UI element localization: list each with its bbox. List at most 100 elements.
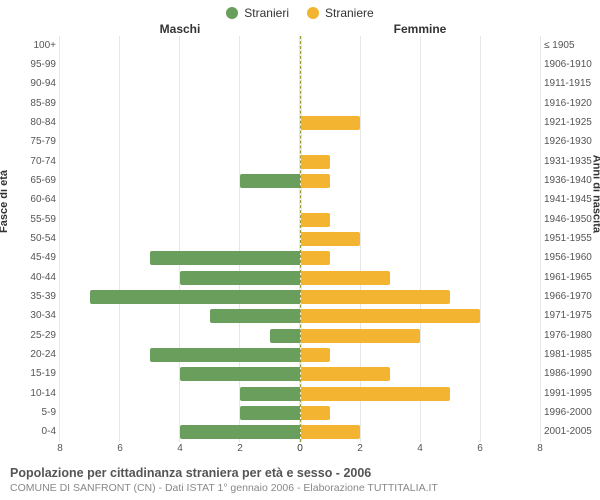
birth-label: 1916-1920 bbox=[544, 94, 592, 113]
chart-subtitle: COMUNE DI SANFRONT (CN) - Dati ISTAT 1° … bbox=[10, 482, 590, 494]
age-label: 35-39 bbox=[30, 287, 56, 306]
age-label: 10-14 bbox=[30, 384, 56, 403]
bar-male bbox=[240, 174, 300, 188]
legend-label-female: Straniere bbox=[325, 6, 374, 20]
birth-label: 1921-1925 bbox=[544, 113, 592, 132]
birth-label: 1926-1930 bbox=[544, 133, 592, 152]
birth-label: 1906-1910 bbox=[544, 55, 592, 74]
birth-label: 1996-2000 bbox=[544, 403, 592, 422]
x-tick: 6 bbox=[117, 443, 123, 454]
age-label: 30-34 bbox=[30, 307, 56, 326]
bar-female bbox=[301, 309, 481, 323]
age-label: 80-84 bbox=[30, 113, 56, 132]
x-ticks-left: 0 2 4 6 8 bbox=[60, 442, 300, 464]
bar-male bbox=[270, 329, 300, 343]
y-axis-age: 100+95-9990-9485-8980-8475-7970-7465-696… bbox=[6, 36, 60, 442]
y-axis-title-left: Fasce di età bbox=[0, 170, 10, 233]
birth-label: 1956-1960 bbox=[544, 249, 592, 268]
bar-female bbox=[301, 367, 391, 381]
x-tick: 2 bbox=[357, 443, 363, 454]
age-label: 100+ bbox=[33, 36, 56, 55]
age-label: 60-64 bbox=[30, 191, 56, 210]
bar-female bbox=[301, 155, 331, 169]
bar-female bbox=[301, 425, 361, 439]
plot-area: Fasce di età Anni di nascita 100+95-9990… bbox=[0, 36, 600, 442]
caption: Popolazione per cittadinanza straniera p… bbox=[0, 464, 600, 500]
bar-male bbox=[240, 387, 300, 401]
legend-label-male: Stranieri bbox=[244, 6, 289, 20]
x-tick: 4 bbox=[417, 443, 423, 454]
header-male: Maschi bbox=[60, 22, 300, 36]
bar-female bbox=[301, 406, 331, 420]
bar-male bbox=[150, 348, 300, 362]
birth-label: 1976-1980 bbox=[544, 326, 592, 345]
birth-label: 1941-1945 bbox=[544, 191, 592, 210]
age-label: 20-24 bbox=[30, 345, 56, 364]
bar-male bbox=[210, 309, 300, 323]
age-label: 5-9 bbox=[42, 403, 56, 422]
bar-male bbox=[240, 406, 300, 420]
bar-female bbox=[301, 251, 331, 265]
bar-female bbox=[301, 387, 451, 401]
legend-swatch-female bbox=[307, 7, 319, 19]
birth-label: 2001-2005 bbox=[544, 423, 592, 442]
bar-female bbox=[301, 174, 331, 188]
bar-female bbox=[301, 232, 361, 246]
birth-label: 1991-1995 bbox=[544, 384, 592, 403]
birth-label: 1911-1915 bbox=[544, 75, 591, 94]
legend: Stranieri Straniere bbox=[0, 0, 600, 22]
bar-male bbox=[180, 367, 300, 381]
age-label: 45-49 bbox=[30, 249, 56, 268]
y-axis-birth: ≤ 19051906-19101911-19151916-19201921-19… bbox=[540, 36, 594, 442]
population-pyramid-chart: Stranieri Straniere Maschi Femmine Fasce… bbox=[0, 0, 600, 500]
age-label: 95-99 bbox=[30, 55, 56, 74]
bar-female bbox=[301, 271, 391, 285]
x-tick: 4 bbox=[177, 443, 183, 454]
bar-female bbox=[301, 329, 421, 343]
header-female: Femmine bbox=[300, 22, 540, 36]
bar-female bbox=[301, 116, 361, 130]
x-tick: 6 bbox=[477, 443, 483, 454]
bars-female-half bbox=[301, 36, 541, 442]
chart-title: Popolazione per cittadinanza straniera p… bbox=[10, 466, 590, 480]
y-axis-title-right: Anni di nascita bbox=[590, 155, 600, 233]
birth-label: 1931-1935 bbox=[544, 152, 592, 171]
column-headers: Maschi Femmine bbox=[0, 22, 600, 36]
legend-item-female: Straniere bbox=[307, 6, 374, 20]
birth-label: 1986-1990 bbox=[544, 365, 592, 384]
bar-female bbox=[301, 290, 451, 304]
plot bbox=[60, 36, 540, 442]
birth-label: 1961-1965 bbox=[544, 268, 592, 287]
legend-item-male: Stranieri bbox=[226, 6, 289, 20]
age-label: 40-44 bbox=[30, 268, 56, 287]
birth-label: 1971-1975 bbox=[544, 307, 592, 326]
bar-male bbox=[180, 425, 300, 439]
birth-label: 1981-1985 bbox=[544, 345, 592, 364]
birth-label: 1951-1955 bbox=[544, 229, 592, 248]
bar-male bbox=[90, 290, 300, 304]
x-tick: 2 bbox=[237, 443, 243, 454]
legend-swatch-male bbox=[226, 7, 238, 19]
age-label: 65-69 bbox=[30, 171, 56, 190]
birth-label: 1966-1970 bbox=[544, 287, 592, 306]
x-tick: 0 bbox=[297, 443, 303, 454]
age-label: 0-4 bbox=[42, 423, 56, 442]
age-label: 50-54 bbox=[30, 229, 56, 248]
bar-male bbox=[180, 271, 300, 285]
x-ticks-right: 0 2 4 6 8 bbox=[300, 442, 540, 464]
bar-female bbox=[301, 213, 331, 227]
x-tick: 8 bbox=[57, 443, 63, 454]
bar-male bbox=[150, 251, 300, 265]
bar-female bbox=[301, 348, 331, 362]
birth-label: 1936-1940 bbox=[544, 171, 592, 190]
bars-male-half bbox=[60, 36, 301, 442]
birth-label: ≤ 1905 bbox=[544, 36, 575, 55]
age-label: 55-59 bbox=[30, 210, 56, 229]
age-label: 75-79 bbox=[30, 133, 56, 152]
age-label: 90-94 bbox=[30, 75, 56, 94]
birth-label: 1946-1950 bbox=[544, 210, 592, 229]
x-axis: 0 2 4 6 8 0 2 4 6 8 bbox=[0, 442, 600, 464]
age-label: 85-89 bbox=[30, 94, 56, 113]
age-label: 25-29 bbox=[30, 326, 56, 345]
x-tick: 8 bbox=[537, 443, 543, 454]
